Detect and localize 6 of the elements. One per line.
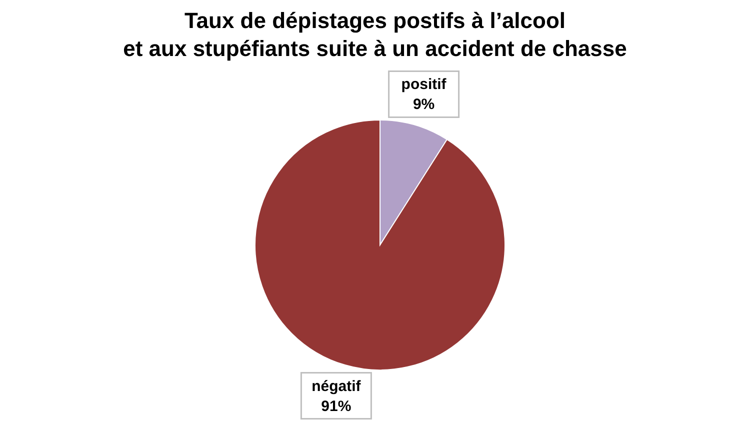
chart-title: Taux de dépistages postifs à l’alcool et aux stupéfiants suite à un accident de chasse [123,7,627,63]
data-label: 91% [321,398,352,415]
slice-label: négatif [312,378,362,395]
slice-label: positif [401,76,448,94]
pie-slice [254,120,506,370]
data-label: 9% [412,96,435,114]
